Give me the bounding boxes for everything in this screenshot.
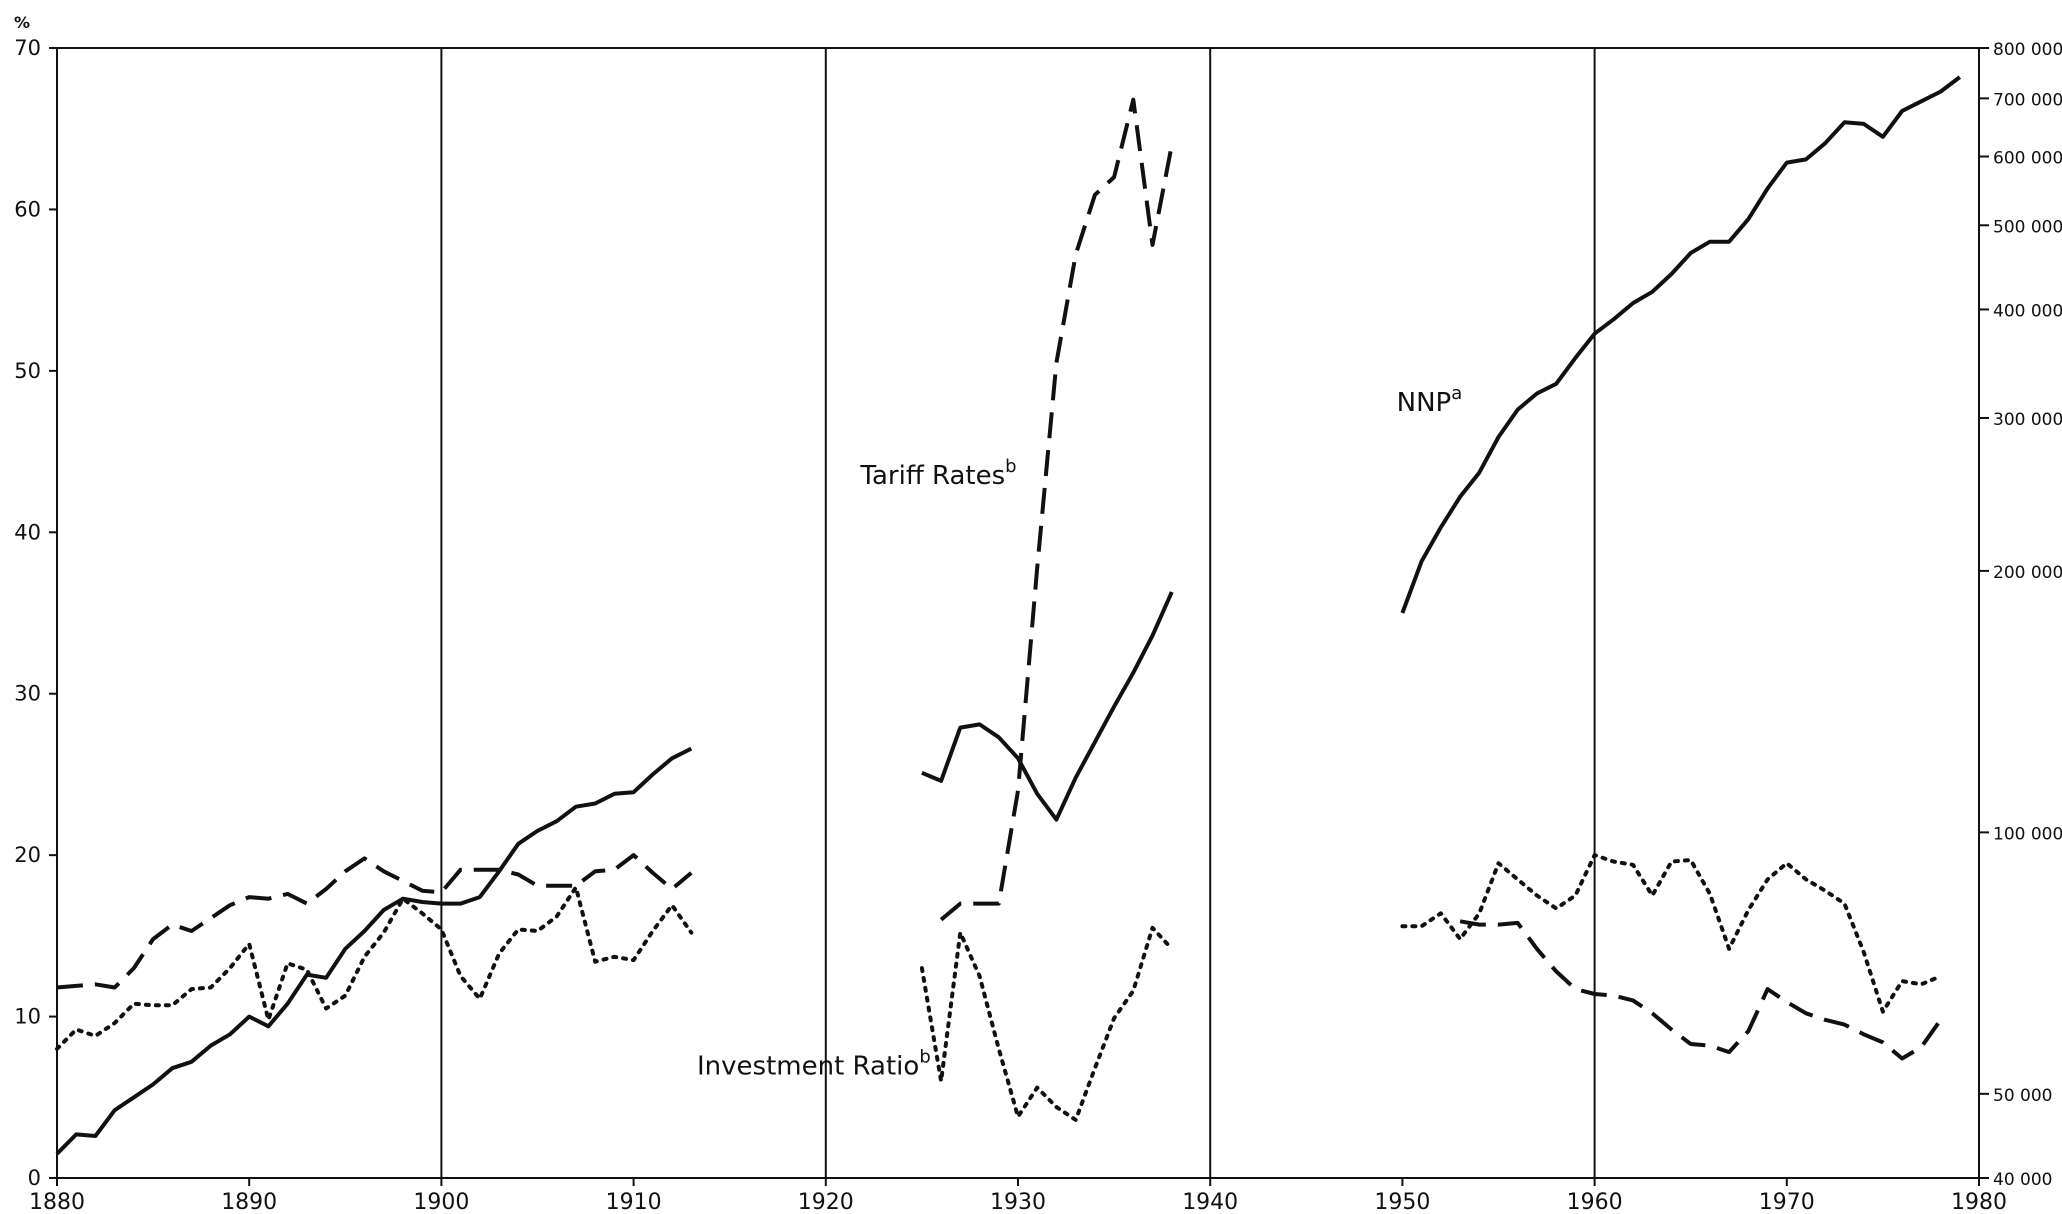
annotation-label: Tariff Ratesb [859,456,1016,491]
y-axis-right: 40 000 50 000 100 000 200 000 300 000 400 000… [1979,40,2062,1190]
series-investment-ratio-line [1400,853,1943,1014]
annotation-text: Tariff Rates [859,461,1005,491]
y-axis-left: 0 10 20 30 40 50 60 70 [14,36,57,1190]
y-axis-unit-label: % [14,13,30,32]
plot-area [56,47,1980,1179]
y2-tick-label: 40 000 [1993,1170,2052,1190]
y2-tick-label: 100 000 [1993,824,2062,844]
y-tick-label: 20 [14,843,41,867]
y-tick-label: 0 [28,1166,41,1190]
series-tariff-rates-line [939,97,1174,922]
y2-tick-label: 500 000 [1993,217,2062,237]
y-tick-label: 40 [14,520,41,544]
vertical-gridlines [440,48,1596,1178]
y2-tick-label: 600 000 [1993,149,2062,169]
series-investment-ratio-line [919,925,1174,1122]
x-tick-label: 1930 [990,1190,1046,1214]
y2-tick-label: 200 000 [1993,563,2062,583]
x-tick-label: 1960 [1567,1190,1623,1214]
x-tick-label: 1940 [1182,1190,1238,1214]
x-tick-label: 1910 [606,1190,662,1214]
x-tick-label: 1900 [413,1190,469,1214]
x-tick-label: 1920 [798,1190,854,1214]
series-investment-ratio-line [55,885,694,1051]
x-tick-label: 1970 [1759,1190,1815,1214]
annotation-superscript: b [919,1047,930,1068]
plot-frame [56,47,1980,1179]
series-tariff-rates-line [56,853,693,990]
x-tick-label: 1880 [29,1190,85,1214]
series-tariff-rates-line [1459,919,1943,1061]
y2-tick-label: 800 000 [1993,40,2062,60]
x-axis: 1880 1890 1900 1910 1920 1930 1940 1950 1960 1970… [29,1178,2007,1214]
series-nnp-line [1400,75,1962,614]
y-tick-label: 50 [14,359,41,383]
annotation-text: NNP [1397,388,1452,418]
annotation-text: Investment Ratio [697,1052,919,1082]
y2-tick-label: 300 000 [1993,410,2062,430]
y2-tick-label: 50 000 [1993,1086,2052,1106]
x-tick-label: 1890 [221,1190,277,1214]
annotation-superscript: b [1005,456,1016,477]
x-tick-label: 1950 [1374,1190,1430,1214]
annotation-label: NNPa [1397,383,1463,418]
y-tick-label: 60 [14,197,41,221]
series-nnp-line [55,746,693,1156]
y-tick-label: 70 [14,36,41,60]
series-nnp-line [921,591,1174,822]
x-tick-label: 1980 [1951,1190,2007,1214]
series-lines [55,75,1962,1156]
annotation-superscript: a [1451,383,1462,404]
y2-tick-label: 400 000 [1993,301,2062,321]
annotation-label: Investment Ratiob [697,1047,931,1082]
y-tick-label: 30 [14,682,41,706]
y-tick-label: 10 [14,1005,41,1029]
y2-tick-label: 700 000 [1993,90,2062,110]
